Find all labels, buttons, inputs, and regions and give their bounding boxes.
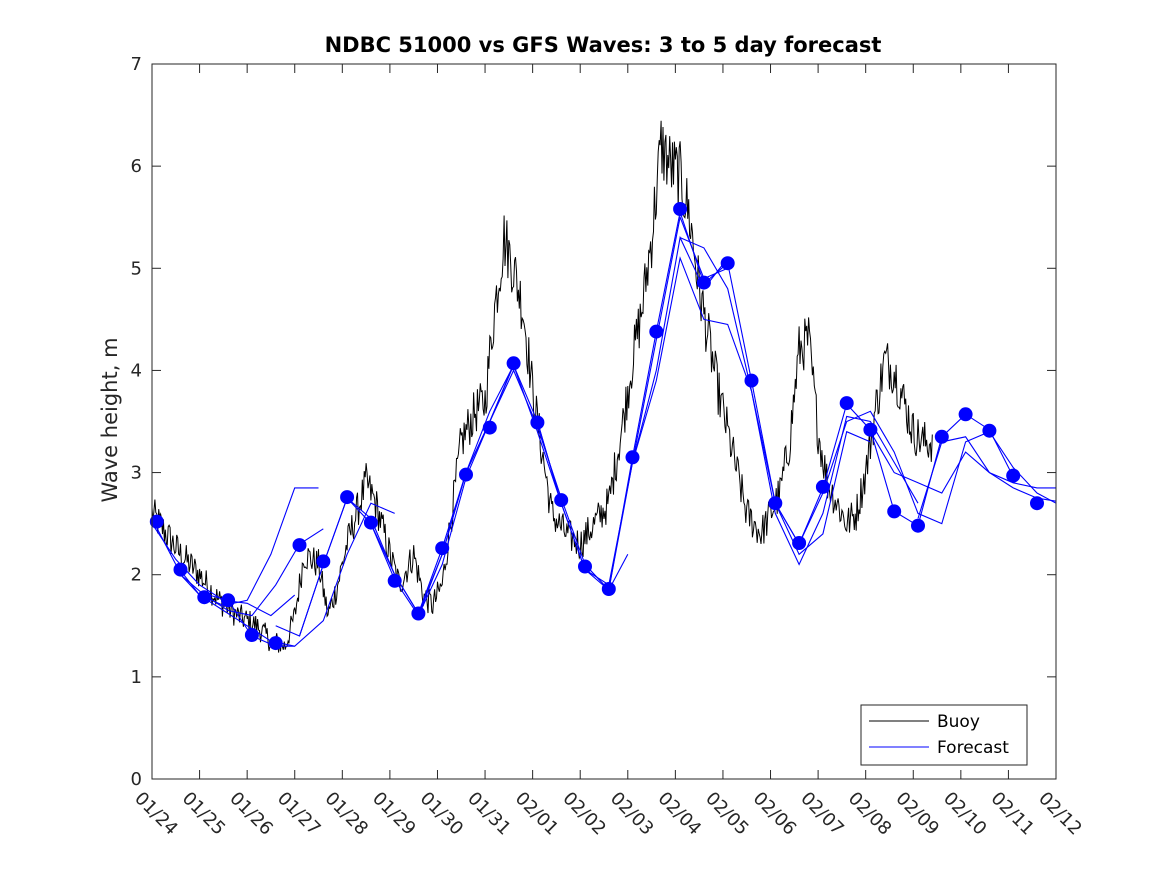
x-tick-label: 01/30 — [416, 788, 468, 840]
plot-frame — [151, 63, 1057, 780]
y-tick-label: 5 — [131, 258, 142, 279]
x-tick-label: 01/24 — [130, 788, 182, 840]
forecast-marker — [197, 590, 212, 605]
x-tick-label: 01/29 — [368, 788, 420, 840]
forecast-series-line — [208, 502, 395, 647]
x-tick-label: 01/25 — [178, 788, 230, 840]
plot-area — [152, 64, 1056, 779]
forecast-marker — [482, 420, 497, 435]
forecast-marker — [601, 582, 616, 596]
forecast-marker — [387, 573, 402, 588]
x-tick-label: 02/08 — [844, 788, 896, 840]
forecast-marker — [459, 467, 473, 482]
y-tick-label: 4 — [131, 360, 142, 381]
forecast-marker — [958, 407, 973, 422]
x-tick-label: 02/10 — [939, 788, 991, 840]
forecast-series-line — [869, 431, 1056, 494]
x-tick-label: 02/01 — [511, 788, 563, 840]
forecast-marker — [649, 324, 664, 339]
forecast-marker — [149, 514, 164, 529]
forecast-marker — [934, 429, 949, 444]
y-tick-label: 1 — [131, 667, 142, 688]
forecast-marker — [673, 202, 688, 216]
forecast-marker — [1030, 496, 1044, 511]
x-tick-label: 02/04 — [654, 788, 706, 840]
forecast-marker — [982, 423, 997, 438]
y-tick-label: 6 — [131, 156, 142, 177]
forecast-marker — [435, 541, 450, 556]
x-tick-label: 01/31 — [463, 788, 515, 840]
y-axis-ticks: 0 1 2 3 4 5 6 7 — [131, 54, 1056, 790]
forecast-marker — [720, 256, 735, 271]
forecast-marker — [768, 496, 783, 511]
forecast-marker — [911, 518, 925, 533]
marker-layer — [149, 202, 1044, 651]
forecast-marker — [815, 479, 830, 494]
y-tick-label: 2 — [131, 565, 142, 586]
forecast-marker — [696, 275, 711, 290]
forecast-marker — [173, 562, 188, 577]
x-tick-label: 01/28 — [321, 788, 373, 840]
forecast-marker — [316, 554, 331, 569]
x-tick-label: 01/26 — [225, 788, 277, 840]
y-axis-label: Wave height, m — [98, 337, 122, 502]
y-tick-label: 0 — [131, 769, 142, 790]
forecast-marker — [530, 415, 545, 430]
x-tick-label: 02/11 — [987, 788, 1039, 840]
forecast-marker — [578, 559, 592, 574]
x-tick-label: 02/06 — [749, 788, 801, 840]
forecast-series-line — [679, 237, 919, 566]
forecast-marker — [244, 628, 259, 642]
legend: Buoy Forecast — [860, 704, 1028, 766]
legend-forecast-label: Forecast — [937, 738, 1009, 758]
forecast-marker — [863, 422, 878, 437]
x-tick-label: 01/27 — [273, 788, 325, 840]
y-tick-label: 7 — [131, 54, 142, 75]
forecast-marker — [340, 490, 355, 505]
x-tick-label: 02/12 — [1034, 788, 1086, 840]
chart-title: NDBC 51000 vs GFS Waves: 3 to 5 day fore… — [325, 33, 882, 57]
forecast-marker — [839, 396, 854, 411]
forecast-marker — [1006, 468, 1021, 483]
x-tick-label: 02/03 — [606, 788, 658, 840]
x-tick-label: 02/09 — [891, 788, 943, 840]
forecast-marker — [744, 373, 759, 388]
forecast-marker — [411, 606, 426, 621]
forecast-marker — [506, 356, 521, 371]
x-tick-label: 02/07 — [796, 788, 848, 840]
forecast-marker — [221, 593, 236, 608]
forecast-marker — [292, 538, 307, 553]
forecast-marker — [363, 515, 378, 530]
x-tick-label: 02/02 — [558, 788, 610, 840]
forecast-marker — [625, 450, 640, 465]
x-tick-label: 02/05 — [701, 788, 753, 840]
legend-box — [860, 704, 1028, 766]
forecast-marker — [554, 493, 569, 508]
forecast-marker — [887, 504, 902, 519]
forecast-marker — [792, 536, 807, 550]
forecast-marker — [268, 636, 283, 651]
legend-buoy-label: Buoy — [937, 712, 980, 732]
y-tick-label: 3 — [131, 463, 142, 484]
